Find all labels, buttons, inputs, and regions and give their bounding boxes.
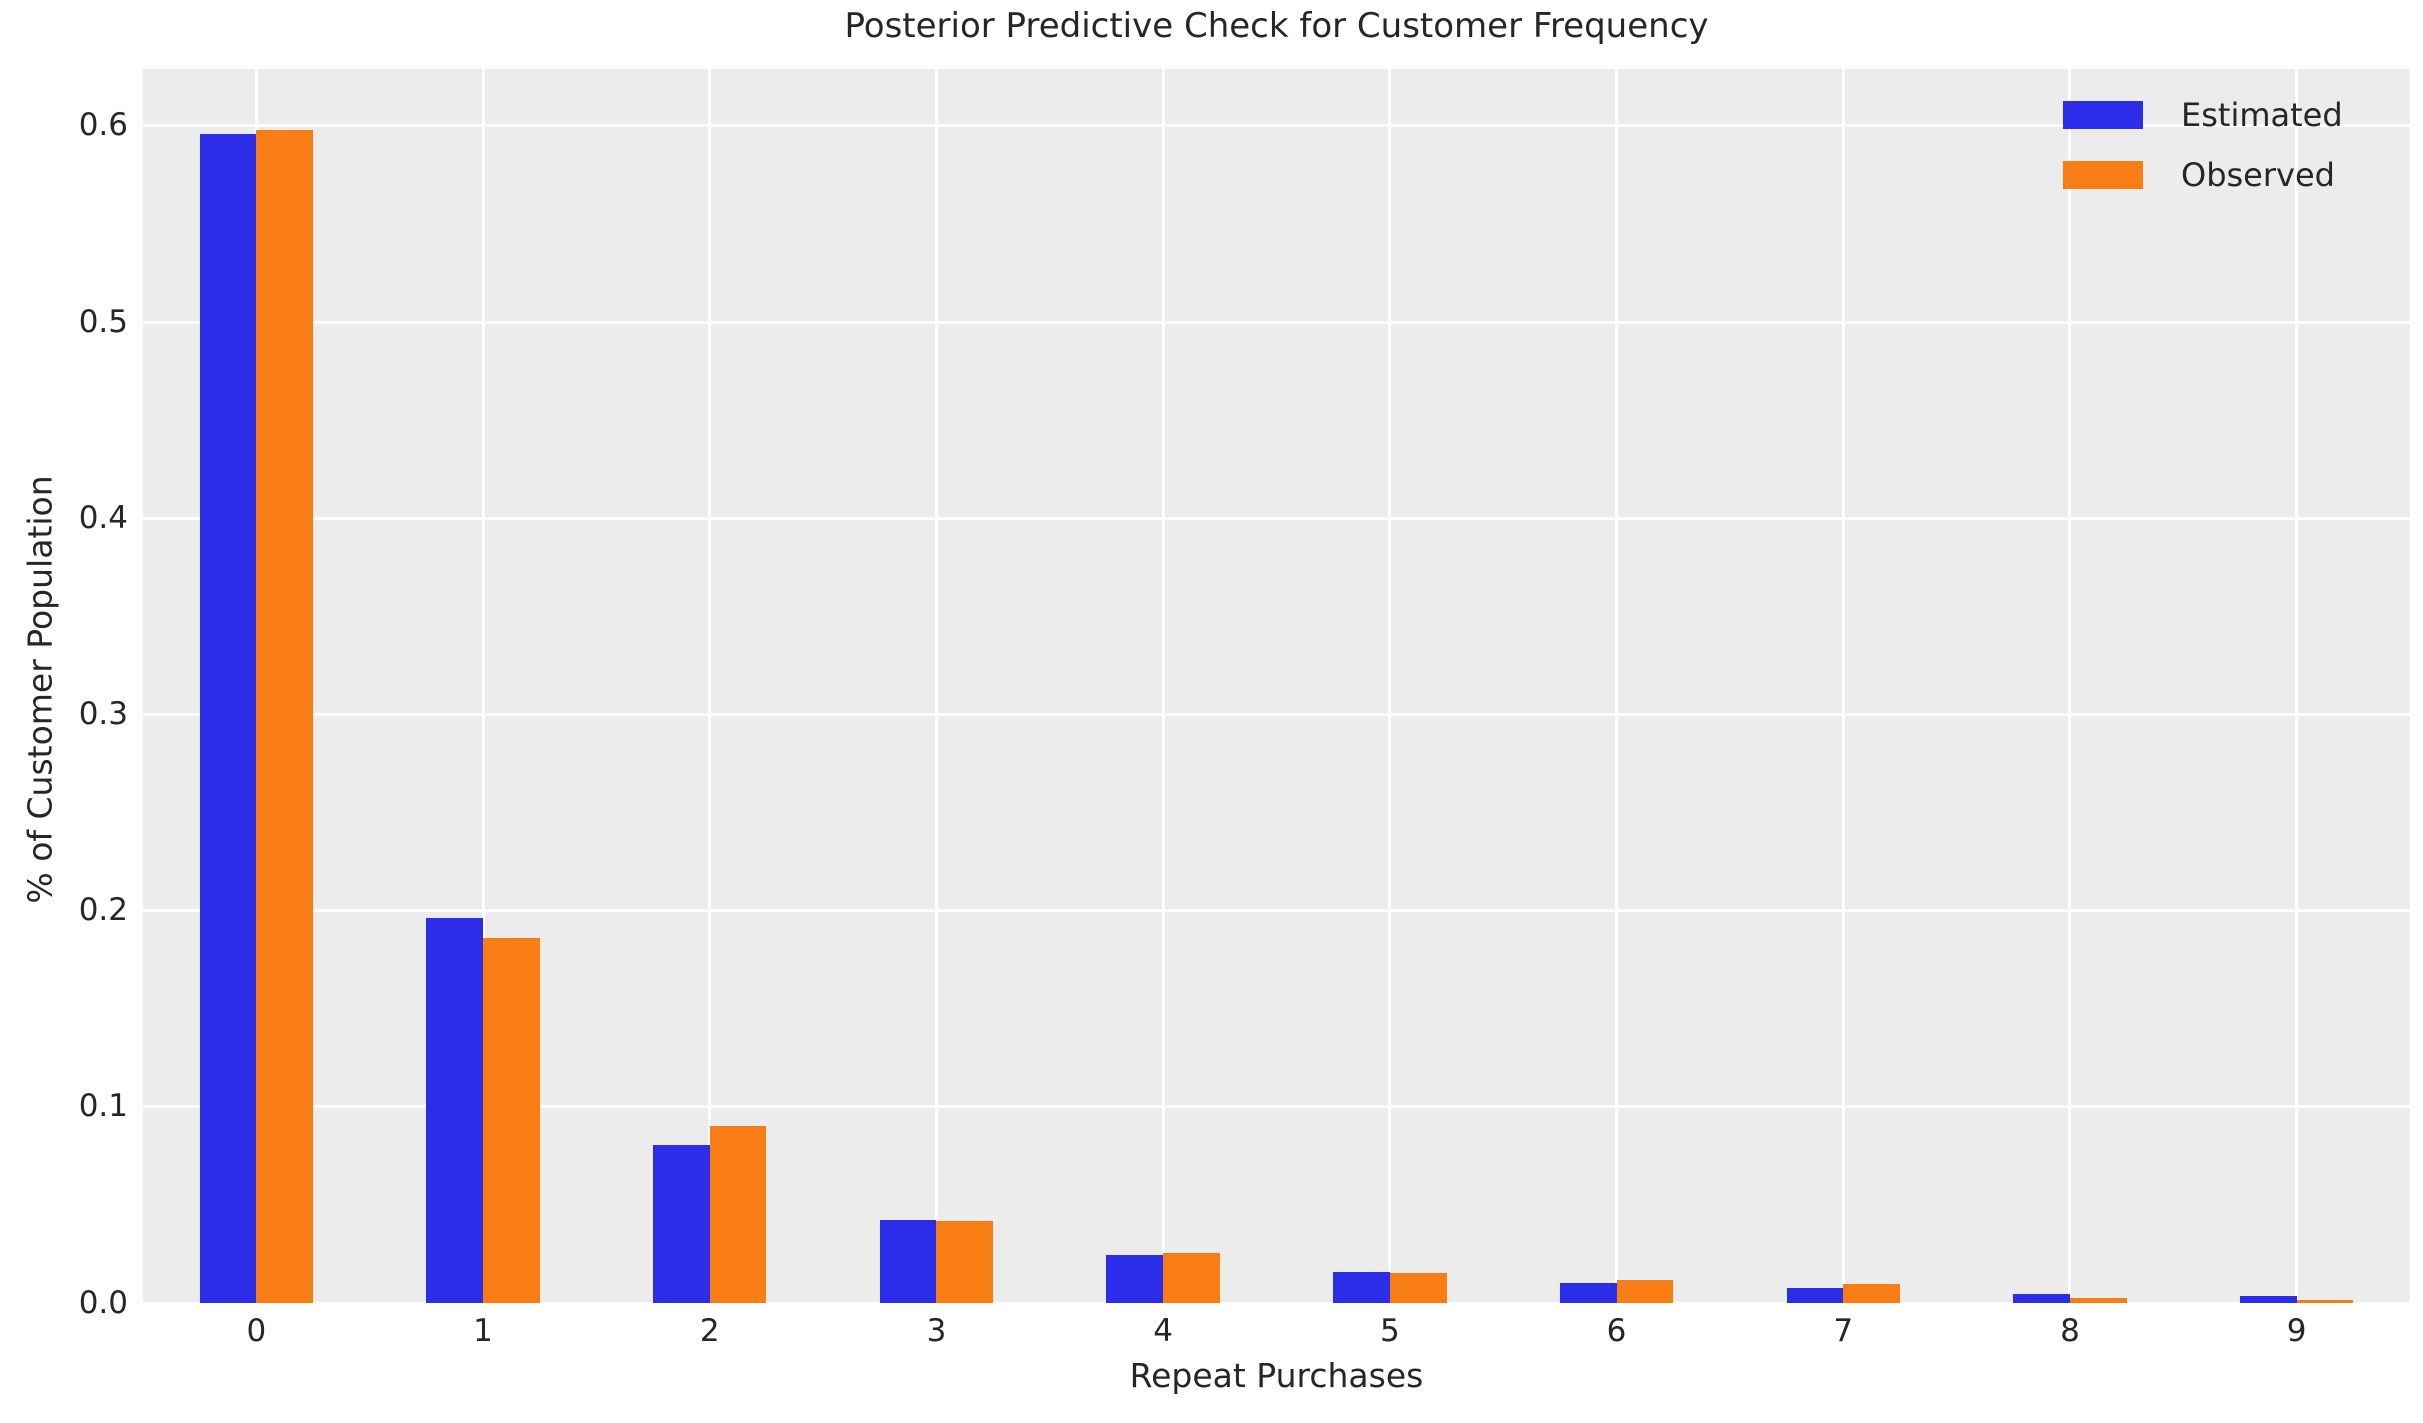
- legend-swatch-observed: [2063, 161, 2143, 189]
- x-tick-label-3: 3: [926, 1313, 947, 1349]
- x-axis-label: Repeat Purchases: [1129, 1356, 1424, 1395]
- bar-estimated-3: [879, 1220, 937, 1303]
- y-tick-label-0.5: 0.5: [78, 303, 128, 340]
- bar-observed-8: [2069, 1297, 2127, 1303]
- legend: Estimated Observed: [2063, 96, 2343, 194]
- gridline-y-0.5: [143, 320, 2410, 324]
- x-tick-label-6: 6: [1606, 1313, 1627, 1349]
- gridline-x-7: [1841, 69, 1845, 1303]
- chart-title: Posterior Predictive Check for Customer …: [844, 6, 1709, 46]
- bar-observed-9: [2296, 1300, 2354, 1303]
- bar-observed-0: [256, 129, 314, 1303]
- plot-area: [143, 69, 2410, 1305]
- bar-estimated-7: [1786, 1288, 1844, 1303]
- legend-entry-estimated: Estimated: [2063, 96, 2343, 134]
- x-tick-label-2: 2: [699, 1313, 720, 1349]
- bar-observed-5: [1389, 1272, 1447, 1303]
- bar-observed-7: [1843, 1284, 1900, 1303]
- gridline-y-0.4: [143, 516, 2410, 520]
- y-tick-label-0.1: 0.1: [78, 1088, 128, 1125]
- x-tick-label-0: 0: [246, 1313, 267, 1349]
- y-tick-label-0.0: 0.0: [78, 1284, 128, 1321]
- y-tick-label-0.2: 0.2: [78, 892, 128, 929]
- bar-estimated-2: [653, 1145, 710, 1303]
- gridline-x-1: [481, 69, 485, 1303]
- x-tick-label-7: 7: [1833, 1313, 1854, 1349]
- bar-observed-3: [936, 1221, 994, 1303]
- legend-swatch-estimated: [2063, 101, 2143, 129]
- gridline-y-0.1: [143, 1105, 2410, 1109]
- bar-estimated-8: [2013, 1293, 2070, 1303]
- bar-estimated-6: [1559, 1282, 1617, 1303]
- x-tick-label-8: 8: [2060, 1313, 2080, 1349]
- legend-entry-observed: Observed: [2063, 156, 2343, 194]
- gridline-x-4: [1161, 69, 1165, 1303]
- y-tick-label-0.3: 0.3: [78, 695, 128, 732]
- gridline-y-0.3: [143, 712, 2410, 716]
- gridline-x-3: [934, 69, 938, 1303]
- bar-observed-2: [709, 1126, 767, 1303]
- y-axis-label: % of Customer Population: [20, 475, 60, 904]
- x-tick-label-5: 5: [1379, 1313, 1400, 1349]
- bar-observed-1: [483, 938, 540, 1303]
- bar-observed-4: [1163, 1252, 1220, 1303]
- bar-estimated-9: [2239, 1295, 2297, 1303]
- bar-estimated-0: [199, 133, 257, 1303]
- bar-observed-6: [1616, 1280, 1674, 1303]
- y-tick-label-0.6: 0.6: [78, 107, 128, 144]
- gridline-y-0.0: [143, 1301, 2410, 1305]
- gridline-x-5: [1388, 69, 1392, 1303]
- gridline-x-8: [2068, 69, 2072, 1303]
- y-tick-label-0.4: 0.4: [78, 499, 128, 536]
- legend-label-observed: Observed: [2181, 156, 2335, 194]
- x-tick-label-1: 1: [473, 1313, 493, 1349]
- bar-estimated-4: [1106, 1254, 1164, 1303]
- gridline-x-9: [2295, 69, 2299, 1303]
- gridline-y-0.2: [143, 909, 2410, 913]
- bar-estimated-1: [426, 918, 484, 1303]
- gridline-x-2: [708, 69, 712, 1303]
- x-tick-label-4: 4: [1153, 1313, 1173, 1349]
- gridline-y-0.6: [143, 124, 2410, 128]
- x-tick-label-9: 9: [2286, 1313, 2307, 1349]
- bar-estimated-5: [1333, 1271, 1390, 1303]
- gridline-x-6: [1615, 69, 1619, 1303]
- legend-label-estimated: Estimated: [2181, 96, 2343, 134]
